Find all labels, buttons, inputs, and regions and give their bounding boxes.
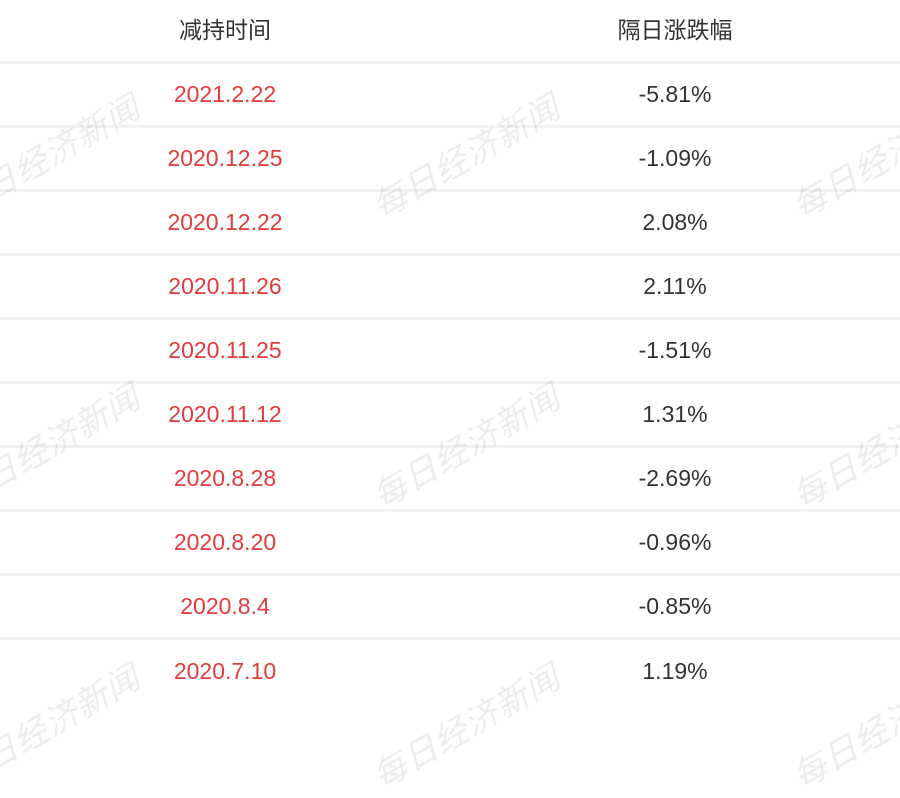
cell-delta: 2.08% <box>450 209 900 237</box>
cell-date: 2020.7.10 <box>0 658 450 686</box>
cell-delta: -1.09% <box>450 145 900 173</box>
cell-date: 2020.12.25 <box>0 145 450 173</box>
cell-delta: -1.51% <box>450 337 900 365</box>
table-header-row: 减持时间 隔日涨跌幅 <box>0 0 900 64</box>
table-row: 2020.11.26 2.11% <box>0 256 900 320</box>
col-header-date: 减持时间 <box>0 17 450 45</box>
cell-delta: -2.69% <box>450 465 900 493</box>
cell-date: 2021.2.22 <box>0 81 450 109</box>
table-row: 2020.12.25 -1.09% <box>0 128 900 192</box>
cell-date: 2020.12.22 <box>0 209 450 237</box>
cell-date: 2020.11.12 <box>0 401 450 429</box>
cell-date: 2020.11.25 <box>0 337 450 365</box>
table-row: 2020.8.20 -0.96% <box>0 512 900 576</box>
cell-delta: 2.11% <box>450 273 900 301</box>
table-row: 2020.8.28 -2.69% <box>0 448 900 512</box>
cell-delta: 1.31% <box>450 401 900 429</box>
cell-date: 2020.8.28 <box>0 465 450 493</box>
cell-delta: -0.85% <box>450 593 900 621</box>
table-row: 2020.7.10 1.19% <box>0 640 900 704</box>
table-row: 2020.11.12 1.31% <box>0 384 900 448</box>
cell-delta: -0.96% <box>450 529 900 557</box>
table-row: 2020.8.4 -0.85% <box>0 576 900 640</box>
cell-date: 2020.8.20 <box>0 529 450 557</box>
cell-delta: -5.81% <box>450 81 900 109</box>
table-row: 2020.11.25 -1.51% <box>0 320 900 384</box>
cell-delta: 1.19% <box>450 658 900 686</box>
table-row: 2020.12.22 2.08% <box>0 192 900 256</box>
cell-date: 2020.8.4 <box>0 593 450 621</box>
cell-date: 2020.11.26 <box>0 273 450 301</box>
col-header-delta: 隔日涨跌幅 <box>450 17 900 45</box>
table-row: 2021.2.22 -5.81% <box>0 64 900 128</box>
data-table: 减持时间 隔日涨跌幅 2021.2.22 -5.81% 2020.12.25 -… <box>0 0 900 704</box>
